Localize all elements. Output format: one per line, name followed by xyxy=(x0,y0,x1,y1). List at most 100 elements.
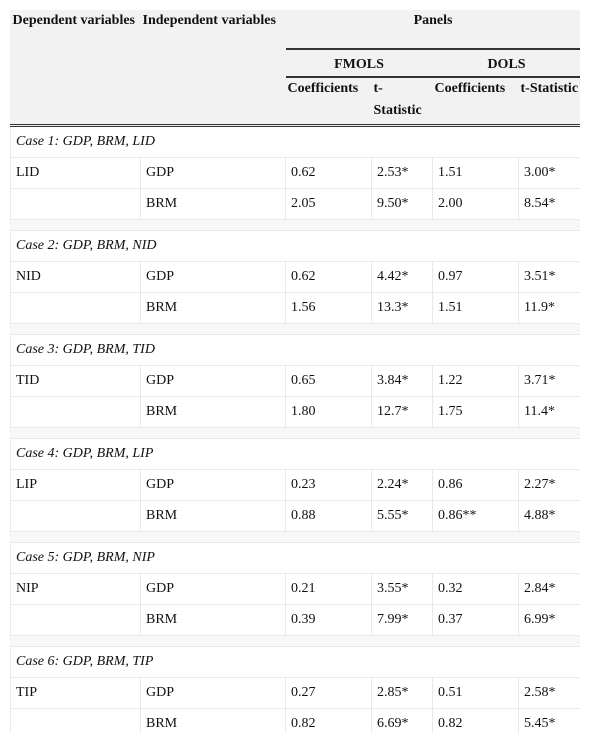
value-cell: 2.58* xyxy=(517,677,580,709)
case-row: Case 2: GDP, BRM, NID xyxy=(10,230,580,262)
value-cell: 13.3* xyxy=(371,292,433,324)
data-row: BRM 0.39 7.99* 0.37 6.99* xyxy=(10,604,580,636)
value-cell: 0.65 xyxy=(285,365,372,397)
value-cell: 0.23 xyxy=(285,469,372,501)
empty-cell xyxy=(10,708,141,733)
value-cell: 3.71* xyxy=(517,365,580,397)
data-row: LIP GDP 0.23 2.24* 0.86 2.27* xyxy=(10,469,580,501)
value-cell: 0.37 xyxy=(432,604,519,636)
value-cell: GDP xyxy=(140,157,286,189)
value-cell: 3.00* xyxy=(517,157,580,189)
value-cell: 2.85* xyxy=(371,677,433,709)
spacer-row xyxy=(10,427,580,439)
value-cell: 0.51 xyxy=(432,677,519,709)
data-row: BRM 2.05 9.50* 2.00 8.54* xyxy=(10,188,580,220)
case-row: Case 3: GDP, BRM, TID xyxy=(10,334,580,366)
spacer-cell xyxy=(10,323,580,335)
empty-cell xyxy=(10,604,141,636)
results-table: Dependent variables Independent variable… xyxy=(10,10,580,733)
spacer-cell xyxy=(10,635,580,647)
spacer-row xyxy=(10,635,580,647)
value-cell: 2.27* xyxy=(517,469,580,501)
value-cell: 1.51 xyxy=(432,292,519,324)
spacer-cell xyxy=(10,219,580,231)
table-container: Dependent variables Independent variable… xyxy=(10,10,580,733)
case-title: Case 4: GDP, BRM, LIP xyxy=(10,438,580,470)
value-cell: 1.56 xyxy=(285,292,372,324)
value-cell: GDP xyxy=(140,573,286,605)
case-title: Case 3: GDP, BRM, TID xyxy=(10,334,580,366)
dependent-cell: LID xyxy=(10,157,141,189)
value-cell: BRM xyxy=(140,604,286,636)
case-row: Case 5: GDP, BRM, NIP xyxy=(10,542,580,574)
value-cell: 9.50* xyxy=(371,188,433,220)
value-cell: 0.21 xyxy=(285,573,372,605)
header-method: FMOLS xyxy=(285,49,433,78)
value-cell: 0.82 xyxy=(285,708,372,733)
case-row: Case 4: GDP, BRM, LIP xyxy=(10,438,580,470)
value-cell: 12.7* xyxy=(371,396,433,428)
data-row: BRM 1.80 12.7* 1.75 11.4* xyxy=(10,396,580,428)
value-cell: 8.54* xyxy=(517,188,580,220)
value-cell: 4.88* xyxy=(517,500,580,532)
value-cell: GDP xyxy=(140,677,286,709)
data-row: NIP GDP 0.21 3.55* 0.32 2.84* xyxy=(10,573,580,605)
value-cell: BRM xyxy=(140,292,286,324)
value-cell: BRM xyxy=(140,188,286,220)
data-row: TIP GDP 0.27 2.85* 0.51 2.58* xyxy=(10,677,580,709)
empty-cell xyxy=(10,396,141,428)
header-panels: Panels xyxy=(285,10,580,50)
data-row: LID GDP 0.62 2.53* 1.51 3.00* xyxy=(10,157,580,189)
value-cell: 0.82 xyxy=(432,708,519,733)
dependent-cell: LIP xyxy=(10,469,141,501)
header-independent: Independent variables xyxy=(140,10,286,127)
spacer-row xyxy=(10,219,580,231)
value-cell: 2.53* xyxy=(371,157,433,189)
value-cell: 0.97 xyxy=(432,261,519,293)
value-cell: BRM xyxy=(140,708,286,733)
value-cell: 0.27 xyxy=(285,677,372,709)
table-body: Case 1: GDP, BRM, LID LID GDP 0.62 2.53* 1.51… xyxy=(10,125,580,733)
data-row: TID GDP 0.65 3.84* 1.22 3.71* xyxy=(10,365,580,397)
data-row: BRM 1.56 13.3* 1.51 11.9* xyxy=(10,292,580,324)
dependent-cell: TIP xyxy=(10,677,141,709)
value-cell: 0.39 xyxy=(285,604,372,636)
case-title: Case 6: GDP, BRM, TIP xyxy=(10,646,580,678)
value-cell: 11.9* xyxy=(517,292,580,324)
data-row: BRM 0.82 6.69* 0.82 5.45* xyxy=(10,708,580,733)
case-title: Case 1: GDP, BRM, LID xyxy=(10,125,580,158)
spacer-row xyxy=(10,323,580,335)
empty-cell xyxy=(10,292,141,324)
value-cell: 0.62 xyxy=(285,261,372,293)
value-cell: 2.24* xyxy=(371,469,433,501)
value-cell: 4.42* xyxy=(371,261,433,293)
spacer-cell xyxy=(10,531,580,543)
value-cell: 0.62 xyxy=(285,157,372,189)
header-column: t-Statistic xyxy=(518,77,580,127)
value-cell: 1.75 xyxy=(432,396,519,428)
value-cell: 5.55* xyxy=(371,500,433,532)
value-cell: GDP xyxy=(140,469,286,501)
dependent-cell: NIP xyxy=(10,573,141,605)
value-cell: 3.55* xyxy=(371,573,433,605)
value-cell: BRM xyxy=(140,500,286,532)
value-cell: 11.4* xyxy=(517,396,580,428)
data-row: NID GDP 0.62 4.42* 0.97 3.51* xyxy=(10,261,580,293)
value-cell: GDP xyxy=(140,261,286,293)
value-cell: 1.22 xyxy=(432,365,519,397)
data-row: BRM 0.88 5.55* 0.86** 4.88* xyxy=(10,500,580,532)
value-cell: 2.00 xyxy=(432,188,519,220)
value-cell: 0.32 xyxy=(432,573,519,605)
spacer-row xyxy=(10,531,580,543)
header-column: Coefficients xyxy=(432,77,519,127)
dependent-cell: NID xyxy=(10,261,141,293)
value-cell: 2.84* xyxy=(517,573,580,605)
value-cell: GDP xyxy=(140,365,286,397)
case-row: Case 1: GDP, BRM, LID xyxy=(10,125,580,158)
case-title: Case 5: GDP, BRM, NIP xyxy=(10,542,580,574)
value-cell: 1.51 xyxy=(432,157,519,189)
value-cell: 5.45* xyxy=(517,708,580,733)
header-dependent: Dependent variables xyxy=(10,10,141,127)
header-method: DOLS xyxy=(432,49,580,78)
value-cell: 2.05 xyxy=(285,188,372,220)
